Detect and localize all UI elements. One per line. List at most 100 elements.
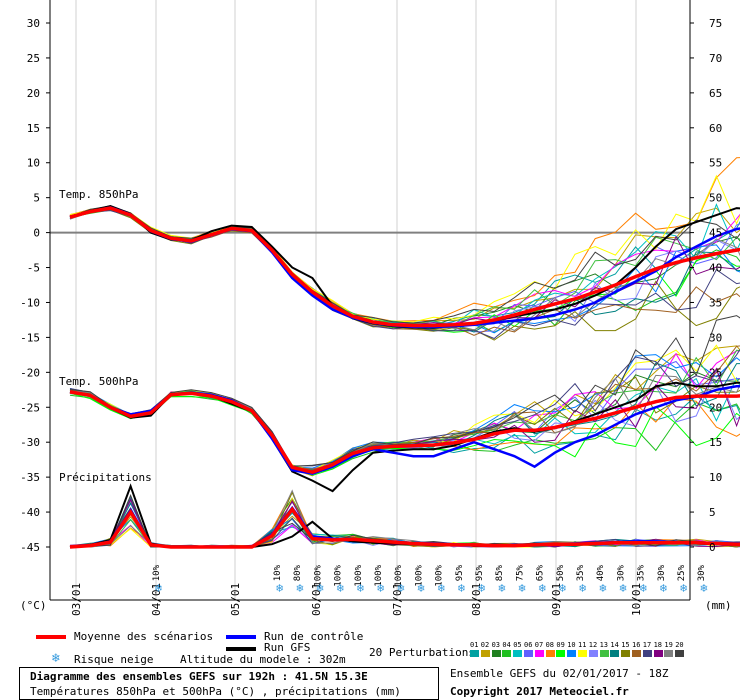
perturbation-legend-label: 11 xyxy=(578,641,587,649)
snow-risk-percent: 65% xyxy=(536,564,546,581)
perturbation-legend-swatch xyxy=(567,650,577,657)
snow-risk-percent: 25% xyxy=(677,564,687,581)
perturbation-legend-label: 15 xyxy=(621,641,630,649)
left-tick-label: -15 xyxy=(20,331,40,344)
run-info: Ensemble GEFS du 02/01/2017 - 18Z xyxy=(450,667,669,680)
snow-risk-percent: 100% xyxy=(435,564,445,586)
perturbation-legend-swatch xyxy=(513,650,523,657)
perturbation-legend-swatch xyxy=(480,650,490,657)
perturbation-legend-label: 16 xyxy=(632,641,641,649)
snowflake-icon: ❄ xyxy=(417,581,424,595)
perturbation-line-t850 xyxy=(69,207,740,333)
right-tick-label: 55 xyxy=(709,157,722,170)
snow-risk-percent: 75% xyxy=(515,564,525,581)
date-tick-label: 04/01 xyxy=(150,583,163,616)
label-t500: Temp. 500hPa xyxy=(59,375,138,388)
snow-risk-percent: 30% xyxy=(657,564,667,581)
right-tick-label: 30 xyxy=(709,331,722,344)
right-tick-label: 65 xyxy=(709,87,722,100)
perturbation-legend-label: 08 xyxy=(545,641,555,649)
perturbation-line-t500 xyxy=(69,349,740,471)
left-tick-label: 5 xyxy=(33,192,40,205)
perturbation-legend-swatch xyxy=(632,650,641,657)
right-tick-label: 15 xyxy=(709,436,722,449)
legend-gfs-label: Run GFS xyxy=(264,641,311,654)
snowflake-icon: ❄ xyxy=(599,581,606,595)
legend-control-swatch xyxy=(226,635,256,639)
perturbation-line-t850 xyxy=(69,208,740,334)
perturbation-legend-swatch xyxy=(545,650,555,657)
perturbation-line-precip xyxy=(69,491,740,548)
snowflake-icon: ❄ xyxy=(52,651,60,666)
date-tick-label: 06/01 xyxy=(310,583,323,616)
perturbations-label: 20 Perturbations xyxy=(369,646,475,659)
left-tick-label: 30 xyxy=(27,17,40,30)
right-tick-label: 10 xyxy=(709,471,722,484)
chart-subtitle: Températures 850hPa et 500hPa (°C) , pré… xyxy=(30,685,401,698)
left-tick-label: -20 xyxy=(20,366,40,379)
left-tick-label: -45 xyxy=(20,541,40,554)
snow-risk-row: 10%❄10%❄80%❄100%❄100%❄100%❄100%❄100%❄100… xyxy=(152,564,708,595)
right-tick-label: 75 xyxy=(709,17,722,30)
snowflake-icon: ❄ xyxy=(559,581,566,595)
date-tick-label: 08/01 xyxy=(470,583,483,616)
right-tick-label: 70 xyxy=(709,52,722,65)
snowflake-icon: ❄ xyxy=(155,581,162,595)
snow-risk-percent: 30% xyxy=(697,564,707,581)
left-tick-label: 25 xyxy=(27,52,40,65)
snow-risk-percent: 100% xyxy=(313,564,323,586)
perturbation-line-precip xyxy=(69,490,740,548)
altitude-label: Altitude du modele : 302m xyxy=(180,653,346,666)
perturbation-legend-label: 02 xyxy=(480,641,490,649)
snowflake-icon: ❄ xyxy=(296,581,303,595)
perturbation-legend-swatch xyxy=(534,650,544,657)
snowflake-icon: ❄ xyxy=(619,581,626,595)
perturbation-line-precip xyxy=(70,489,740,548)
mean-line-precip xyxy=(69,506,740,549)
chart-axes: 302520151050-5-10-15-20-25-30-35-40-4575… xyxy=(20,0,722,616)
perturbation-legend-swatch xyxy=(653,650,663,657)
snow-risk-percent: 100% xyxy=(354,564,364,586)
right-tick-label: 25 xyxy=(709,366,722,379)
right-tick-label: 0 xyxy=(709,541,716,554)
perturbation-line-t850 xyxy=(69,206,740,327)
snowflake-icon: ❄ xyxy=(579,581,586,595)
left-tick-label: 10 xyxy=(27,157,40,170)
legend-control-label: Run de contrôle xyxy=(264,630,364,643)
perturbation-legend-label: 06 xyxy=(524,641,533,649)
perturbation-legend-label: 20 xyxy=(675,641,684,649)
perturbation-legend-label: 19 xyxy=(664,641,673,649)
left-tick-label: 20 xyxy=(27,87,40,100)
snow-risk-percent: 40% xyxy=(596,564,606,581)
main-series-lines xyxy=(69,205,740,549)
perturbation-legend-swatch xyxy=(621,650,631,657)
snow-risk-percent: 35% xyxy=(637,564,647,581)
right-tick-label: 40 xyxy=(709,262,722,275)
snowflake-icon: ❄ xyxy=(539,581,546,595)
perturbation-line-t850 xyxy=(69,209,740,333)
perturbation-line-t850 xyxy=(69,206,740,327)
snowflake-icon: ❄ xyxy=(700,581,707,595)
left-unit-label: (°C) xyxy=(20,599,47,612)
right-tick-label: 45 xyxy=(709,227,722,240)
perturbation-legend-swatch xyxy=(599,650,609,657)
left-tick-label: -5 xyxy=(27,262,40,275)
snowflake-icon: ❄ xyxy=(276,581,283,595)
right-tick-label: 20 xyxy=(709,401,722,414)
copyright: Copyright 2017 Meteociel.fr xyxy=(450,685,629,698)
chart-title: Diagramme des ensembles GEFS sur 192h : … xyxy=(30,670,368,683)
snowflake-icon: ❄ xyxy=(397,581,404,595)
left-tick-label: 15 xyxy=(27,122,40,135)
legend-mean-swatch xyxy=(36,635,66,639)
snowflake-icon: ❄ xyxy=(640,581,647,595)
legend-mean-label: Moyenne des scénarios xyxy=(74,630,214,643)
perturbation-legend-label: 01 xyxy=(470,641,479,649)
snowflake-icon: ❄ xyxy=(357,581,364,595)
snowflake-icon: ❄ xyxy=(438,581,445,595)
perturbation-legend-swatch xyxy=(610,650,620,657)
date-tick-label: 09/01 xyxy=(550,583,563,616)
snow-risk-percent: 10% xyxy=(152,564,162,581)
snow-risk-percent: 50% xyxy=(556,564,566,581)
perturbation-legend-label: 17 xyxy=(642,641,652,649)
